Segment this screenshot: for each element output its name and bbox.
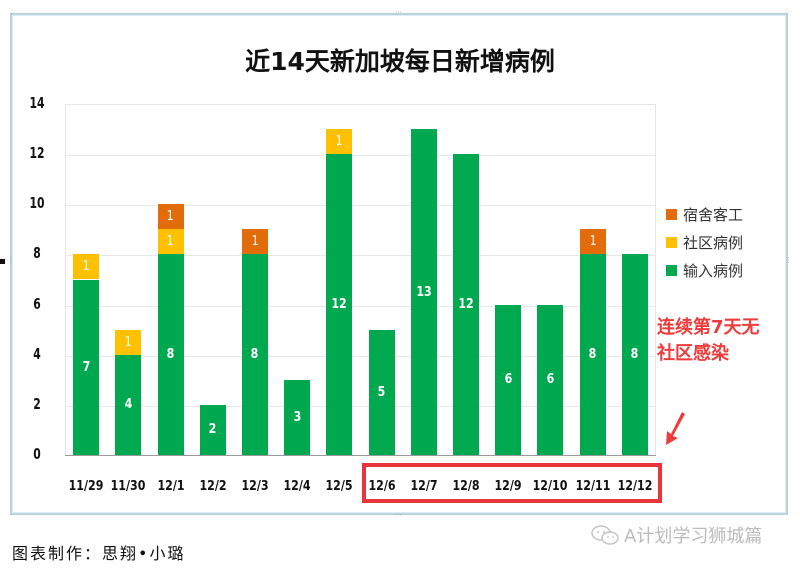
gridline	[66, 255, 655, 257]
wechat-icon	[591, 525, 619, 545]
x-tick-label: 12/6	[368, 479, 396, 494]
x-tick-label: 12/12	[617, 479, 653, 494]
watermark-text: A计划学习狮城篇	[624, 526, 763, 547]
legend-item-community: 社区病例	[666, 228, 743, 256]
resize-handle-top[interactable]: ⋯	[395, 8, 402, 16]
y-tick-label: 8	[33, 244, 41, 263]
legend-swatch	[666, 208, 677, 220]
gridline	[66, 155, 655, 157]
bar-segment: 1	[326, 129, 353, 155]
x-tick-label: 12/10	[533, 479, 568, 494]
y-tick-label: 0	[33, 445, 41, 463]
bar-segment: 6	[537, 304, 564, 455]
chart-title: 近14天新加坡每日新增病例	[245, 47, 555, 76]
y-tick-label: 14	[29, 94, 45, 112]
legend-label: 社区病例	[683, 233, 744, 252]
y-tick-label: 2	[33, 394, 41, 413]
legend-item-imported: 输入病例	[666, 256, 743, 284]
gridline	[66, 205, 655, 207]
bar-value-label: 1	[82, 259, 90, 275]
chart-caption: 图表制作：思翔•小璐	[12, 544, 186, 563]
bar-segment: 2	[199, 404, 226, 455]
anchor-marker	[0, 259, 5, 264]
bar-value-label: 7	[82, 359, 90, 375]
bar-value-label: 6	[546, 372, 555, 388]
x-tick-label: 12/8	[452, 479, 480, 494]
resize-handle-tr[interactable]: ⁘	[784, 9, 790, 17]
bar-value-label: 6	[504, 372, 513, 388]
bar-value-label: 12	[458, 297, 474, 313]
legend-label: 宿舍客工	[683, 205, 744, 224]
arrow-icon	[666, 412, 685, 445]
bar-segment: 13	[410, 129, 437, 455]
resize-handle-bottom[interactable]: ⋯	[395, 511, 402, 519]
bar-segment: 8	[241, 254, 268, 455]
bar-segment: 1	[157, 229, 184, 255]
bar-value-label: 1	[167, 209, 175, 225]
x-tick-label: 12/5	[325, 479, 353, 494]
bar-value-label: 2	[208, 422, 217, 438]
bar-segment: 3	[284, 379, 311, 455]
bar-segment: 1	[579, 229, 606, 255]
x-axis-line	[65, 455, 656, 456]
x-tick-label: 12/7	[410, 479, 438, 494]
bar-value-label: 12	[331, 297, 348, 313]
bar-segment: 6	[495, 304, 522, 455]
bar-value-label: 1	[167, 234, 175, 250]
bar-value-label: 8	[166, 347, 175, 363]
bar-value-label: 1	[124, 334, 132, 350]
y-tick-label: 12	[29, 144, 45, 163]
bar-value-label: 1	[251, 234, 259, 250]
plot-area	[65, 104, 656, 455]
bar-segment: 1	[115, 329, 142, 355]
x-tick-label: 12/9	[494, 479, 522, 494]
y-tick-label: 6	[33, 294, 41, 313]
bar-segment: 1	[157, 204, 184, 230]
legend-swatch	[666, 264, 677, 276]
legend-label: 输入病例	[683, 261, 744, 280]
bar-segment: 8	[157, 254, 184, 455]
x-tick-label: 12/11	[575, 479, 611, 494]
annotation-text: 连续第7天无 社区感染	[657, 315, 760, 367]
highlight-box	[362, 463, 662, 503]
bar-segment: 4	[115, 354, 142, 455]
legend: 宿舍客工 社区病例 输入病例	[666, 200, 743, 284]
resize-handle-right[interactable]: ⋮	[785, 256, 792, 264]
resize-handle-tl[interactable]: ⁘	[9, 9, 15, 17]
bar-segment: 1	[73, 254, 100, 280]
bar-value-label: 1	[335, 134, 343, 150]
bar-segment: 1	[241, 229, 268, 255]
x-tick-label: 12/2	[199, 479, 227, 494]
y-tick-label: 10	[29, 194, 45, 213]
bar-segment: 12	[453, 154, 480, 455]
gridline	[66, 305, 655, 307]
bar-segment: 7	[73, 279, 100, 455]
bar-value-label: 8	[251, 347, 259, 363]
x-tick-label: 12/4	[283, 479, 311, 494]
bar-segment: 12	[326, 154, 353, 455]
annotation-line-1: 连续第7天无	[657, 317, 760, 338]
bar-value-label: 3	[293, 409, 302, 425]
bar-value-label: 13	[416, 284, 432, 300]
legend-item-dorm: 宿舍客工	[666, 200, 743, 228]
x-tick-label: 11/29	[68, 479, 104, 494]
gridline	[66, 355, 655, 357]
annotation-line-2: 社区感染	[657, 343, 729, 364]
x-tick-label: 11/30	[110, 479, 146, 494]
bar-value-label: 1	[589, 234, 597, 250]
bar-value-label: 8	[631, 347, 639, 363]
x-tick-label: 12/3	[241, 479, 269, 494]
resize-handle-left[interactable]: ⋮	[7, 256, 14, 264]
gridline	[66, 405, 655, 407]
bar-segment: 8	[621, 254, 648, 455]
bar-value-label: 4	[124, 397, 133, 413]
bar-value-label: 8	[588, 347, 597, 363]
x-tick-label: 12/1	[156, 479, 185, 494]
legend-swatch	[666, 236, 677, 248]
y-tick-label: 4	[33, 344, 41, 363]
watermark: A计划学习狮城篇	[590, 522, 762, 548]
bar-segment: 5	[368, 329, 395, 455]
bar-value-label: 5	[377, 384, 386, 400]
bar-segment: 8	[579, 254, 606, 455]
